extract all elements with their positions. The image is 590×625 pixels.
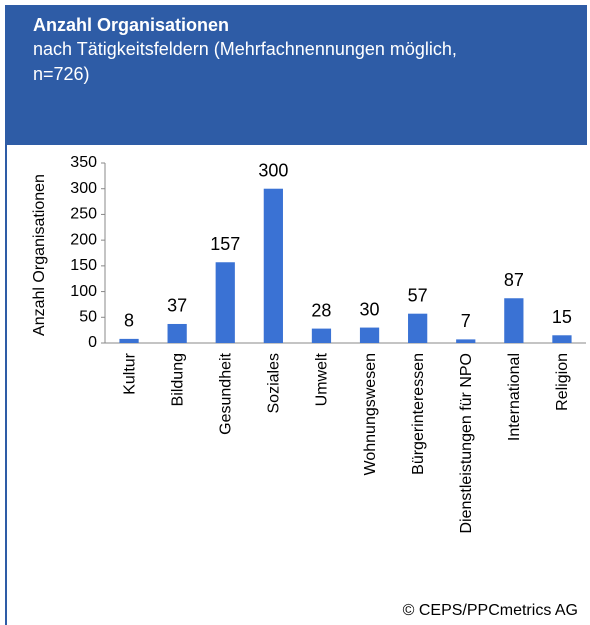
bar	[408, 313, 428, 343]
x-tick-label: Bürgerinteressen	[410, 353, 427, 475]
bar	[311, 328, 332, 343]
source: © CEPS/PPCmetrics AG	[403, 602, 578, 619]
bar	[263, 188, 283, 343]
y-tick-label: 100	[70, 283, 97, 300]
value-label: 28	[311, 300, 331, 320]
y-tick-label: 50	[79, 309, 97, 326]
chart-title: Anzahl Organisationen	[33, 15, 230, 35]
y-tick-label: 350	[70, 154, 97, 171]
y-axis-label: Anzahl Organisationen	[31, 174, 48, 336]
header: Anzahl Organisationen nach Tätigkeitsfel…	[5, 5, 587, 145]
x-tick-label: Dienstleistungen für NPO	[458, 353, 475, 534]
value-label: 300	[258, 160, 288, 180]
frame	[5, 5, 587, 625]
value-label: 87	[504, 270, 524, 290]
y-tick-label: 300	[70, 180, 97, 197]
value-label: 57	[408, 285, 428, 305]
x-tick-label: Bildung	[169, 353, 186, 406]
value-label: 8	[124, 311, 134, 331]
x-tick-label: Soziales	[266, 353, 283, 413]
x-tick-label: Umwelt	[314, 352, 331, 406]
value-label: 157	[210, 234, 240, 254]
bar	[504, 298, 524, 343]
bar	[456, 339, 476, 343]
x-tick-label: Religion	[554, 353, 571, 411]
bar	[552, 335, 572, 343]
x-tick-label: Wohnungswesen	[362, 353, 379, 475]
value-label: 37	[167, 296, 187, 316]
y-tick-label: 250	[70, 206, 97, 223]
y-tick-label: 0	[88, 334, 97, 351]
value-label: 7	[461, 311, 471, 331]
value-label: 15	[552, 307, 572, 327]
bar	[167, 323, 187, 343]
y-tick-label: 150	[70, 257, 97, 274]
bar	[119, 338, 139, 343]
bar	[215, 262, 235, 343]
x-tick-label: Kultur	[121, 352, 138, 394]
y-tick-label: 200	[70, 231, 97, 248]
bar	[359, 327, 380, 343]
chart-subtitle: nach Tätigkeitsfeldern (Mehrfachnennunge…	[33, 39, 457, 84]
value-label: 30	[360, 299, 380, 319]
x-tick-label: Gesundheit	[217, 352, 234, 434]
x-tick-label: International	[506, 353, 523, 441]
